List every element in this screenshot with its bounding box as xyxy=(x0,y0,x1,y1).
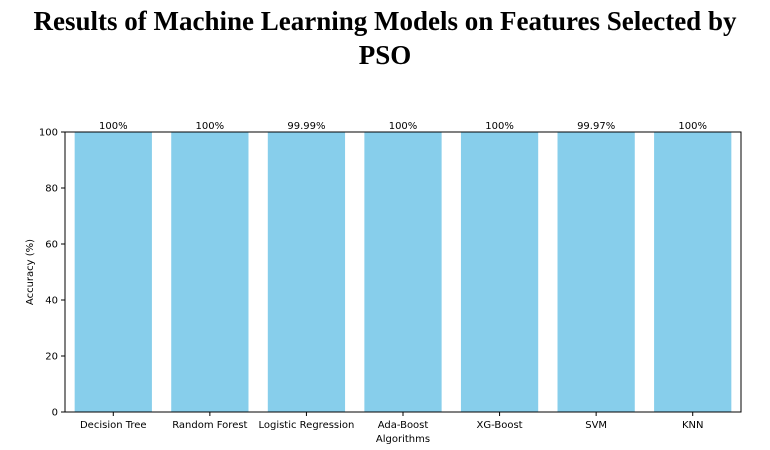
x-axis: Decision Tree Random Forest Logistic Regre… xyxy=(80,412,703,431)
y-tick-label-2: 40 xyxy=(45,296,58,307)
chart-title-line-1: Results of Machine Learning Models on Fe… xyxy=(33,6,737,36)
x-tick-label-4: XG-Boost xyxy=(477,420,523,431)
y-tick-label-3: 60 xyxy=(45,240,58,251)
data-label-4: 100% xyxy=(485,121,514,132)
data-label-5: 99.97% xyxy=(577,121,615,132)
chart-title: Results of Machine Learning Models on Fe… xyxy=(0,4,770,72)
x-tick-label-2: Logistic Regression xyxy=(258,420,354,431)
x-tick-label-3: Ada-Boost xyxy=(378,420,429,431)
bars-group xyxy=(74,132,732,413)
bar-3 xyxy=(364,132,442,412)
bar-1 xyxy=(171,132,249,412)
y-tick-label-4: 80 xyxy=(45,184,58,195)
bar-2 xyxy=(267,132,346,412)
data-label-0: 100% xyxy=(99,121,128,132)
bar-4 xyxy=(460,132,539,412)
x-tick-label-1: Random Forest xyxy=(172,420,247,431)
data-label-6: 100% xyxy=(678,121,707,132)
chart-title-line-2: PSO xyxy=(358,40,412,70)
data-label-1: 100% xyxy=(196,121,225,132)
data-labels-group: 100% 100% 99.99% 100% 100% 99.97% 100% xyxy=(99,121,707,132)
y-tick-label-0: 0 xyxy=(52,408,58,419)
y-axis: 0 20 40 60 80 100 xyxy=(39,128,65,419)
x-axis-label: Algorithms xyxy=(376,434,430,445)
data-label-3: 100% xyxy=(389,121,418,132)
x-tick-label-0: Decision Tree xyxy=(80,420,147,431)
bar-6 xyxy=(654,132,732,412)
y-tick-label-1: 20 xyxy=(45,352,58,363)
bar-5 xyxy=(557,132,635,413)
y-tick-label-5: 100 xyxy=(39,128,58,139)
y-axis-label: Accuracy (%) xyxy=(25,239,36,305)
bar-0 xyxy=(74,132,152,412)
x-tick-label-6: KNN xyxy=(682,420,704,431)
plot-frame xyxy=(64,131,742,413)
x-tick-label-5: SVM xyxy=(585,420,607,431)
data-label-2: 99.99% xyxy=(287,121,325,132)
